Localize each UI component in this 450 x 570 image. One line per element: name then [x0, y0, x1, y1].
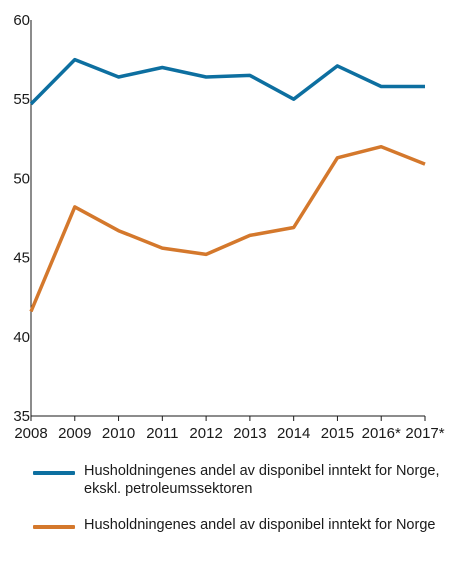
y-axis: 35 40 45 50 55 60	[13, 12, 32, 425]
series-line-2	[29, 144, 426, 313]
x-tick-label: 2015	[321, 425, 354, 442]
x-tick-label: 2017*	[405, 425, 444, 442]
y-tick-label: 35	[13, 408, 30, 425]
line-chart: 35 40 45 50 55 60 2008 2009 2010 2011 2012 2013 201…	[13, 12, 445, 442]
legend-item-series-2: Husholdningenes andel av disponibel innt…	[0, 516, 450, 570]
legend-label-series-2: Husholdningenes andel av disponibel innt…	[84, 517, 436, 533]
y-tick-label: 45	[13, 250, 30, 267]
series-line-1	[29, 57, 425, 106]
y-tick-label: 40	[13, 329, 30, 346]
x-tick-label: 2011	[146, 425, 178, 442]
legend: Husholdningenes andel av disponibel innt…	[0, 462, 450, 570]
x-tick-label: 2010	[102, 425, 135, 442]
y-tick-label: 55	[13, 91, 30, 108]
legend-label-series-1: Husholdningenes andel av disponibel innt…	[84, 463, 440, 497]
legend-swatch-series-2	[33, 525, 75, 529]
series-layer	[29, 57, 426, 313]
y-tick-label: 50	[13, 170, 30, 187]
legend-swatch-series-1	[33, 471, 75, 475]
x-tick-label: 2012	[189, 425, 222, 442]
x-tick-label: 2013	[233, 425, 266, 442]
x-axis: 2008 2009 2010 2011 2012 2013 2014 2015 2016* 201…	[14, 415, 445, 442]
x-tick-label: 2014	[277, 425, 310, 442]
x-tick-label: 2008	[14, 425, 47, 442]
x-tick-label: 2009	[58, 425, 91, 442]
x-tick-label: 2016*	[362, 425, 401, 442]
y-tick-label: 60	[13, 12, 30, 29]
legend-item-series-1: Husholdningenes andel av disponibel innt…	[0, 462, 450, 516]
